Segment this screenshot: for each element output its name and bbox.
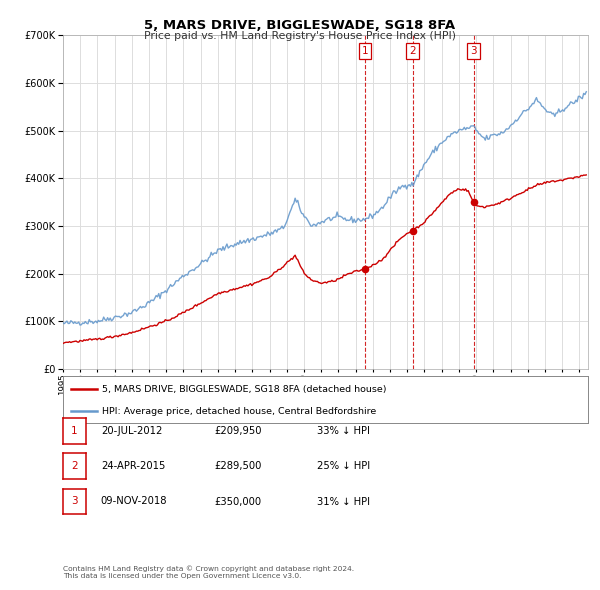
Text: 5, MARS DRIVE, BIGGLESWADE, SG18 8FA: 5, MARS DRIVE, BIGGLESWADE, SG18 8FA: [145, 19, 455, 32]
Text: £289,500: £289,500: [215, 461, 262, 471]
Text: 33% ↓ HPI: 33% ↓ HPI: [317, 426, 370, 435]
Text: 3: 3: [71, 497, 78, 506]
Text: Contains HM Land Registry data © Crown copyright and database right 2024.
This d: Contains HM Land Registry data © Crown c…: [63, 566, 354, 579]
Text: £350,000: £350,000: [215, 497, 262, 506]
Text: 2: 2: [409, 45, 416, 55]
Text: HPI: Average price, detached house, Central Bedfordshire: HPI: Average price, detached house, Cent…: [103, 407, 377, 416]
Text: 2: 2: [71, 461, 78, 471]
Text: 25% ↓ HPI: 25% ↓ HPI: [317, 461, 370, 471]
Text: 09-NOV-2018: 09-NOV-2018: [101, 497, 167, 506]
Text: 5, MARS DRIVE, BIGGLESWADE, SG18 8FA (detached house): 5, MARS DRIVE, BIGGLESWADE, SG18 8FA (de…: [103, 385, 387, 394]
Text: £209,950: £209,950: [215, 426, 262, 435]
Text: 24-APR-2015: 24-APR-2015: [101, 461, 165, 471]
Text: Price paid vs. HM Land Registry's House Price Index (HPI): Price paid vs. HM Land Registry's House …: [144, 31, 456, 41]
Text: 3: 3: [470, 45, 477, 55]
Text: 31% ↓ HPI: 31% ↓ HPI: [317, 497, 370, 506]
Text: 20-JUL-2012: 20-JUL-2012: [101, 426, 162, 435]
Text: 1: 1: [362, 45, 368, 55]
Text: 1: 1: [71, 426, 78, 435]
